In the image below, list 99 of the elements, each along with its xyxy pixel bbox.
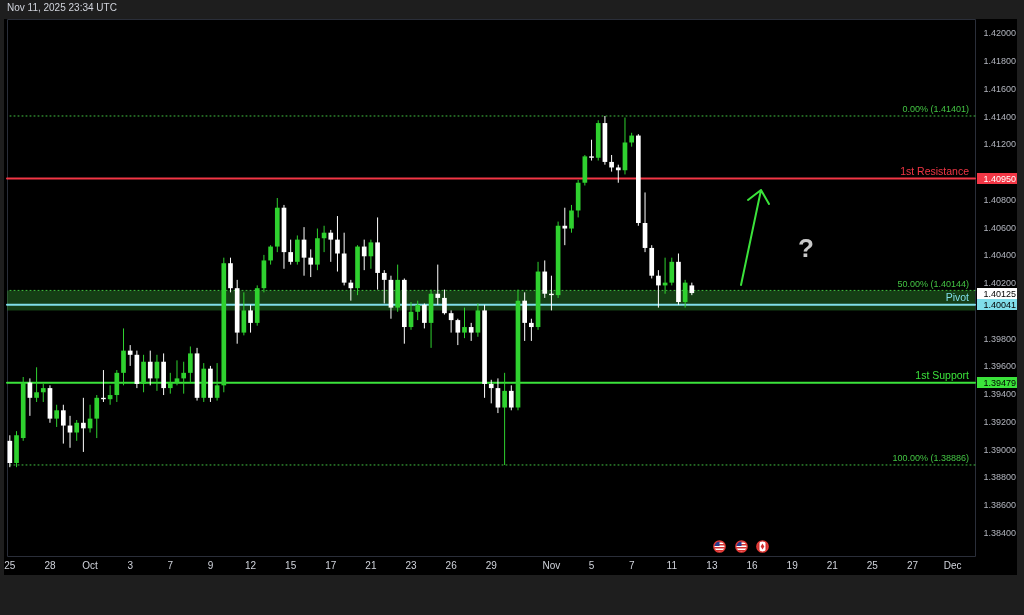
y-tick-label: 1.40800	[983, 194, 1017, 205]
x-tick-label: Nov	[542, 559, 561, 571]
candlestick	[167, 372, 173, 395]
y-tick-label: 1.41400	[983, 111, 1017, 122]
ref-line-label: 1st Resistance	[900, 165, 970, 178]
x-tick-label: 11	[666, 559, 678, 571]
y-tick-label: 1.40950	[983, 174, 1017, 185]
candlestick	[34, 366, 39, 403]
candlestick	[147, 350, 153, 386]
candlestick	[422, 302, 427, 329]
x-tick-label: 27	[906, 559, 919, 571]
candlestick	[522, 291, 528, 342]
text: Nov 11, 2025 23:34 UTC	[7, 2, 117, 13]
ref-line-label: 100.00% (1.38886)	[892, 453, 969, 464]
x-tick-label: 15	[285, 559, 297, 571]
candlestick	[121, 327, 126, 386]
y-tick-label: 1.40400	[983, 250, 1017, 261]
x-tick-label: 12	[244, 559, 257, 571]
candlestick	[615, 164, 621, 184]
candlestick	[288, 239, 293, 266]
candlestick	[214, 362, 220, 402]
x-tick-label: 3	[127, 559, 134, 571]
candlestick	[442, 289, 447, 316]
ref-line-label: 0.00% (1.41401)	[902, 104, 969, 115]
candlestick	[508, 384, 514, 411]
y-tick-label: 1.38400	[983, 527, 1017, 538]
x-tick-label: 29	[485, 559, 498, 571]
candlestick	[268, 244, 273, 266]
candlestick	[468, 322, 474, 342]
x-tick-label: 21	[365, 559, 377, 571]
y-tick-label: 1.40600	[983, 222, 1017, 233]
y-tick-label: 1.41200	[983, 139, 1017, 150]
y-tick-label: 1.41800	[983, 56, 1017, 67]
y-tick-label: 1.40200	[983, 278, 1017, 289]
x-tick-label: 21	[826, 559, 839, 571]
candlestick	[295, 234, 300, 266]
y-tick-label: 1.39000	[983, 444, 1017, 455]
x-tick-label: 25	[4, 559, 16, 571]
candlestick	[81, 397, 86, 453]
candlestick	[328, 229, 334, 263]
x-tick-label: Oct	[82, 559, 99, 571]
x-tick-label: 5	[588, 559, 595, 571]
candlestick	[40, 383, 46, 403]
candlestick	[381, 269, 387, 304]
x-tick-label: 19	[786, 559, 799, 571]
annotation: ?	[798, 233, 814, 263]
candlestick	[656, 269, 661, 309]
candlestick	[669, 257, 675, 286]
x-tick-label: 26	[445, 559, 458, 571]
x-tick-label: 7	[167, 559, 174, 571]
candlestick	[54, 404, 59, 428]
x-tick-label: Dec	[943, 559, 962, 571]
candlestick	[60, 404, 66, 445]
x-tick-label: 28	[44, 559, 56, 571]
candlestick	[74, 419, 80, 442]
y-tick-label: 1.39800	[983, 333, 1017, 344]
candlestick	[462, 307, 467, 339]
x-tick-label: 7	[628, 559, 635, 571]
ref-line-label: 1st Support	[915, 369, 970, 382]
candlestick	[174, 359, 180, 386]
candlestick	[415, 300, 421, 321]
candlestick	[127, 344, 133, 367]
y-tick-label: 1.41600	[983, 83, 1017, 94]
candlestick	[114, 369, 120, 403]
candlestick	[569, 204, 574, 234]
candlestick	[589, 139, 594, 162]
candlestick	[141, 354, 146, 393]
candlestick	[188, 345, 193, 384]
candlestick	[308, 248, 314, 278]
candlestick	[542, 259, 548, 299]
candlestick	[94, 394, 100, 439]
candlestick	[502, 372, 507, 466]
candlestick	[529, 318, 534, 342]
candlestick	[248, 304, 253, 334]
y-tick-label: 1.38600	[983, 500, 1017, 511]
x-tick-label: 25	[866, 559, 879, 571]
x-tick-label: 16	[746, 559, 759, 571]
y-tick-label: 1.40041	[983, 300, 1017, 311]
ref-line-label: Pivot	[945, 291, 970, 304]
y-tick-label: 1.40125	[983, 288, 1017, 299]
x-tick-label: 17	[325, 559, 337, 571]
x-tick-label: 13	[706, 559, 718, 571]
candlestick	[361, 239, 367, 271]
y-tick-label: 1.39479	[983, 378, 1017, 389]
candlestick	[181, 361, 187, 395]
candlestick	[488, 379, 494, 404]
y-tick-label: 1.39400	[983, 389, 1017, 400]
candlestick	[455, 318, 461, 346]
ref-line-label: 50.00% (1.40144)	[897, 278, 969, 289]
y-tick-label: 1.39600	[983, 361, 1017, 372]
y-tick-label: 1.42000	[983, 28, 1017, 39]
x-tick-label: 23	[405, 559, 418, 571]
y-tick-label: 1.38800	[983, 472, 1017, 483]
candlestick	[562, 207, 568, 246]
candlestick	[348, 279, 354, 302]
candlestick	[335, 215, 340, 273]
y-tick-label: 1.39200	[983, 416, 1017, 427]
x-tick-label: 9	[207, 559, 214, 571]
candlestick	[435, 264, 441, 306]
